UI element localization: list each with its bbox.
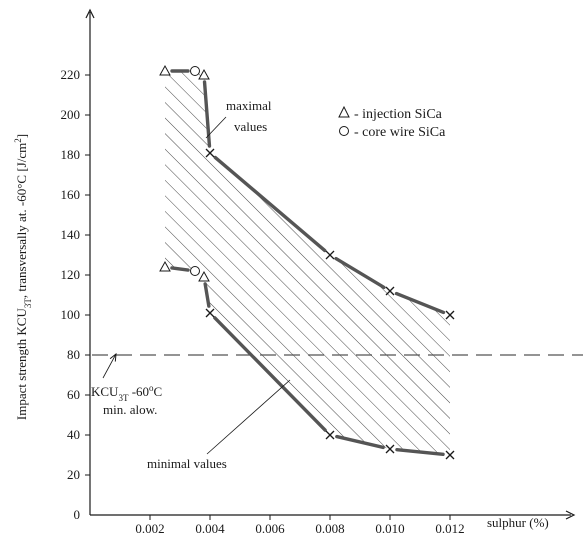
x-tick-label: 0.012 (435, 521, 464, 536)
data-point-cross (325, 250, 335, 260)
legend-circle-icon (339, 126, 349, 136)
data-point-circle (190, 266, 200, 276)
y-tick-label: 20 (67, 467, 80, 482)
series-layer (170, 69, 446, 457)
min-series-segment (213, 316, 327, 432)
data-point-circle (190, 66, 200, 76)
data-point-cross (445, 310, 455, 320)
data-point-triangle (198, 68, 210, 80)
y-tick-label: 220 (61, 67, 81, 82)
y-tick-label: 60 (67, 387, 80, 402)
hatched-band (165, 71, 450, 455)
annotation-min-allowable-leader (102, 354, 116, 379)
data-point-cross (385, 286, 395, 296)
y-tick-label: 180 (61, 147, 81, 162)
annotation-minimal-leader (206, 379, 291, 455)
min-series-segment (203, 282, 211, 308)
y-tick-label: 100 (61, 307, 81, 322)
data-point-triangle (198, 270, 210, 282)
x-axis-title: sulphur (%) (487, 515, 549, 530)
annotation-min-allowable-line2: min. alow. (103, 402, 157, 417)
y-tick-label: 80 (67, 347, 80, 362)
max-series-segment (213, 155, 327, 253)
marker-layer (159, 64, 455, 460)
y-tick-label: 120 (61, 267, 81, 282)
data-point-cross (325, 430, 335, 440)
legend-label-injection: - injection SiCa (354, 107, 443, 122)
min-series-segment (170, 266, 190, 272)
legend: - injection SiCa - core wire SiCa (338, 105, 446, 140)
x-tick-label: 0.004 (195, 521, 225, 536)
annotation-maximal-line1: maximal (226, 98, 272, 113)
hatched-band-area (165, 71, 450, 455)
data-point-cross (205, 148, 215, 158)
axes: 0 20 40 60 80 100 120 140 160 180 200 220 0.002 0.004… (61, 8, 576, 536)
y-tick-label: 140 (61, 227, 81, 242)
data-point-cross (385, 444, 395, 454)
y-axis-title: Impact strength KCU3T, transversally at.… (13, 134, 33, 420)
x-tick-label: 0.010 (375, 521, 404, 536)
legend-triangle-icon (338, 105, 350, 118)
y-tick-label: 0 (74, 507, 81, 522)
x-tick-label: 0.008 (315, 521, 344, 536)
y-tick-label: 40 (67, 427, 80, 442)
y-axis-arrow-icon (85, 8, 95, 19)
x-tick-label: 0.006 (255, 521, 285, 536)
x-tick-label: 0.002 (135, 521, 164, 536)
legend-label-core-wire: - core wire SiCa (354, 125, 446, 140)
annotation-maximal-leader (205, 116, 227, 139)
data-point-cross (205, 308, 215, 318)
data-point-triangle (159, 64, 171, 76)
min-series-segment (335, 434, 385, 450)
annotation-min-allowable-line1: KCU3T -60oC (91, 383, 162, 403)
data-point-cross (445, 450, 455, 460)
max-series-segment (394, 291, 446, 315)
y-tick-label: 200 (61, 107, 81, 122)
annotation-maximal-line2: values (234, 119, 267, 134)
x-axis-arrow-icon (565, 510, 576, 520)
data-point-triangle (159, 260, 171, 272)
min-series-segment (395, 447, 445, 457)
y-tick-label: 160 (61, 187, 81, 202)
max-series-segment (334, 256, 386, 290)
annotation-minimal: minimal values (147, 456, 227, 471)
